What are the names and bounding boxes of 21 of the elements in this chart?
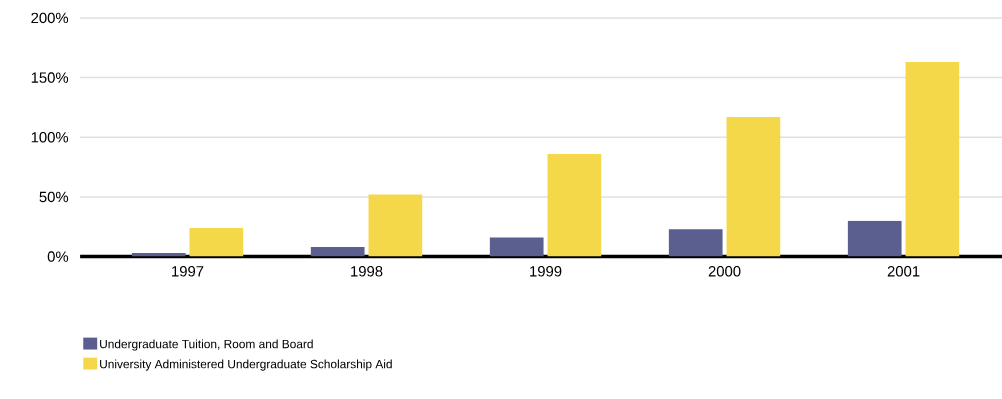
y-tick-label: 150% [31,72,69,83]
y-tick-label: 200% [31,12,69,24]
bar [189,228,244,257]
x-tick-label: 2000 [708,266,741,277]
y-tick-label: 0% [47,251,69,262]
bar [310,247,365,257]
legend-label: University Administered Undergraduate Scholarship Aid [100,359,392,371]
bar [489,237,544,257]
bar [847,220,902,257]
bar [905,62,960,257]
x-tick-label: 1997 [172,266,204,277]
bar [368,194,423,257]
y-tick-label: 100% [31,132,69,143]
bar [547,154,602,257]
legend-label: Undergraduate Tuition, Room and Board [100,339,313,351]
y-tick-label: 50% [39,191,69,203]
x-tick-label: 1998 [351,266,383,277]
x-tick-label: 2001 [887,266,920,277]
bar [726,117,781,257]
bar [668,229,723,257]
x-tick-label: 1999 [530,266,562,277]
